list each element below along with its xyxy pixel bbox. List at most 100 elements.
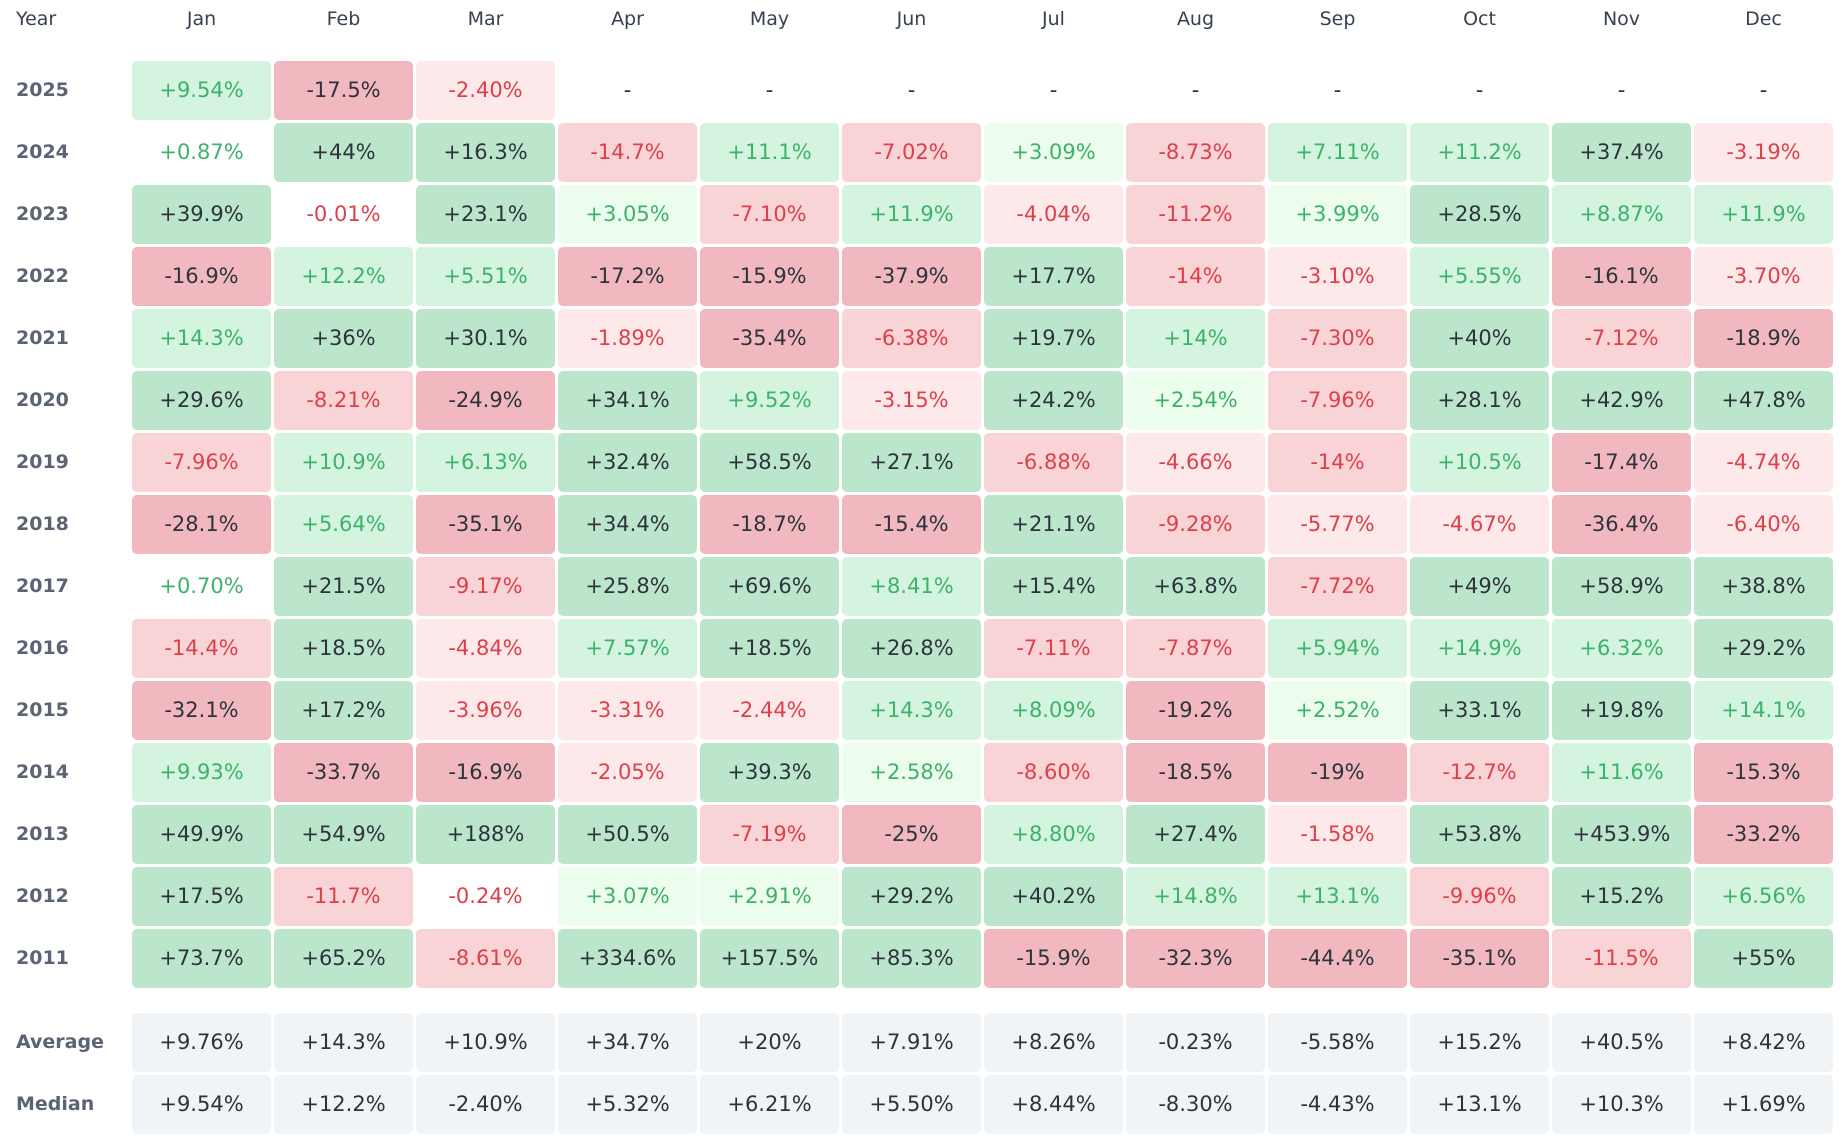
return-cell: -16.9% — [132, 247, 271, 306]
return-cell: +12.2% — [274, 247, 413, 306]
return-cell: +39.3% — [700, 743, 839, 802]
year-label: 2025 — [16, 79, 69, 101]
year-label: 2013 — [16, 823, 69, 845]
return-cell: -19% — [1268, 743, 1407, 802]
year-label: 2017 — [16, 575, 69, 597]
return-cell: -18.5% — [1126, 743, 1265, 802]
stat-cell-median: +13.1% — [1410, 1075, 1549, 1134]
return-cell: +2.54% — [1126, 371, 1265, 430]
return-cell: -19.2% — [1126, 681, 1265, 740]
return-cell: -3.96% — [416, 681, 555, 740]
stat-cell-median: +5.32% — [558, 1075, 697, 1134]
return-cell: +27.1% — [842, 433, 981, 492]
return-cell: +14.1% — [1694, 681, 1833, 740]
return-cell: -14.4% — [132, 619, 271, 678]
return-cell: -7.19% — [700, 805, 839, 864]
return-cell: +11.1% — [700, 123, 839, 182]
return-cell: - — [1759, 78, 1768, 102]
return-cell: -17.4% — [1552, 433, 1691, 492]
return-cell: -9.28% — [1126, 495, 1265, 554]
return-cell: +5.55% — [1410, 247, 1549, 306]
return-cell: +2.52% — [1268, 681, 1407, 740]
year-label: 2012 — [16, 885, 69, 907]
month-header-mar: Mar — [467, 8, 504, 30]
return-cell: +21.5% — [274, 557, 413, 616]
return-cell: +37.4% — [1552, 123, 1691, 182]
return-cell: -15.3% — [1694, 743, 1833, 802]
return-cell: -15.9% — [984, 929, 1123, 988]
return-cell: -8.73% — [1126, 123, 1265, 182]
return-cell: -14.7% — [558, 123, 697, 182]
stat-cell-average: +40.5% — [1552, 1013, 1691, 1072]
year-label: 2020 — [16, 389, 69, 411]
return-cell: +47.8% — [1694, 371, 1833, 430]
return-cell: +5.64% — [274, 495, 413, 554]
return-cell: +0.87% — [132, 123, 271, 182]
return-cell: +69.6% — [700, 557, 839, 616]
year-label: 2023 — [16, 203, 69, 225]
return-cell: +73.7% — [132, 929, 271, 988]
return-cell: -7.87% — [1126, 619, 1265, 678]
return-cell: -7.72% — [1268, 557, 1407, 616]
return-cell: -14% — [1126, 247, 1265, 306]
return-cell: -6.88% — [984, 433, 1123, 492]
return-cell: -35.1% — [1410, 929, 1549, 988]
return-cell: +25.8% — [558, 557, 697, 616]
return-cell: +8.87% — [1552, 185, 1691, 244]
return-cell: -1.58% — [1268, 805, 1407, 864]
return-cell: -16.1% — [1552, 247, 1691, 306]
return-cell: -2.40% — [416, 61, 555, 120]
return-cell: +8.80% — [984, 805, 1123, 864]
return-cell: -33.2% — [1694, 805, 1833, 864]
return-cell: +11.9% — [842, 185, 981, 244]
return-cell: +5.94% — [1268, 619, 1407, 678]
return-cell: +14.8% — [1126, 867, 1265, 926]
return-cell: +18.5% — [700, 619, 839, 678]
return-cell: -4.66% — [1126, 433, 1265, 492]
stat-cell-median: +6.21% — [700, 1075, 839, 1134]
stat-cell-median: -8.30% — [1126, 1075, 1265, 1134]
return-cell: +30.1% — [416, 309, 555, 368]
return-cell: +6.56% — [1694, 867, 1833, 926]
return-cell: - — [1333, 78, 1342, 102]
year-label: 2024 — [16, 141, 69, 163]
month-header-jun: Jun — [896, 8, 927, 30]
return-cell: +55% — [1694, 929, 1833, 988]
year-label: 2021 — [16, 327, 69, 349]
return-cell: +17.5% — [132, 867, 271, 926]
return-cell: +2.58% — [842, 743, 981, 802]
return-cell: -3.19% — [1694, 123, 1833, 182]
return-cell: +7.57% — [558, 619, 697, 678]
month-header-oct: Oct — [1463, 8, 1496, 30]
month-header-sep: Sep — [1319, 8, 1356, 30]
return-cell: +6.13% — [416, 433, 555, 492]
return-cell: -2.44% — [700, 681, 839, 740]
stat-cell-average: +8.26% — [984, 1013, 1123, 1072]
return-cell: -7.96% — [132, 433, 271, 492]
return-cell: -3.31% — [558, 681, 697, 740]
return-cell: +58.5% — [700, 433, 839, 492]
stat-cell-median: -2.40% — [416, 1075, 555, 1134]
return-cell: +85.3% — [842, 929, 981, 988]
return-cell: -3.15% — [842, 371, 981, 430]
return-cell: -44.4% — [1268, 929, 1407, 988]
return-cell: +18.5% — [274, 619, 413, 678]
return-cell: -7.96% — [1268, 371, 1407, 430]
year-label: 2019 — [16, 451, 69, 473]
return-cell: +32.4% — [558, 433, 697, 492]
stat-cell-average: +8.42% — [1694, 1013, 1833, 1072]
return-cell: -35.4% — [700, 309, 839, 368]
return-cell: -28.1% — [132, 495, 271, 554]
return-cell: - — [1617, 78, 1626, 102]
return-cell: -11.7% — [274, 867, 413, 926]
return-cell: +23.1% — [416, 185, 555, 244]
return-cell: -11.2% — [1126, 185, 1265, 244]
return-cell: +13.1% — [1268, 867, 1407, 926]
return-cell: -0.24% — [416, 867, 555, 926]
return-cell: +3.09% — [984, 123, 1123, 182]
return-cell: -4.04% — [984, 185, 1123, 244]
return-cell: -16.9% — [416, 743, 555, 802]
return-cell: -24.9% — [416, 371, 555, 430]
return-cell: +14.9% — [1410, 619, 1549, 678]
return-cell: -0.01% — [274, 185, 413, 244]
